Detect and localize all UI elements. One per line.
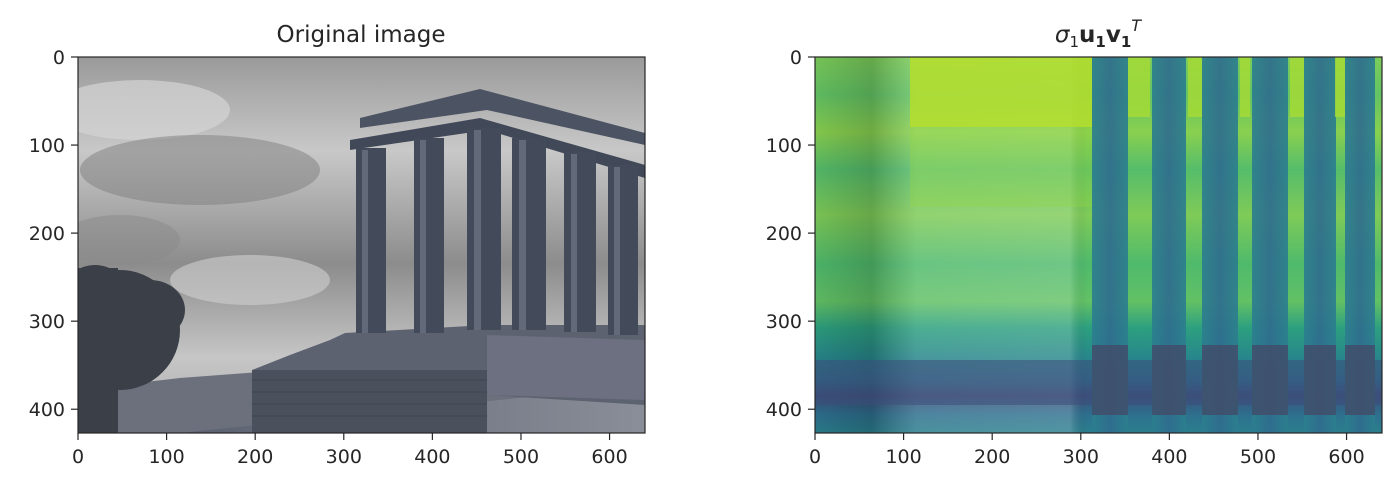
right-x-tick-label: 300 — [1063, 446, 1099, 468]
left-y-tick-label: 0 — [53, 47, 65, 69]
left-y-tick-label: 300 — [29, 311, 65, 333]
heatmap-dark-column-base — [1202, 345, 1238, 415]
original-image-panel: Original image — [29, 22, 646, 468]
right-x-tick-label: 600 — [1328, 446, 1364, 468]
right-panel-frame — [814, 56, 1383, 434]
right-axis-ticks — [808, 56, 1348, 440]
right-y-tick-label: 200 — [766, 223, 802, 245]
left-x-tick-label: 0 — [72, 446, 84, 468]
left-y-tick-label: 100 — [29, 135, 65, 157]
heatmap-image — [815, 57, 1382, 433]
left-y-tick-label: 400 — [29, 399, 65, 421]
heatmap-dark-column-base — [1092, 345, 1128, 415]
heatmap-dark-column-base — [1345, 345, 1375, 415]
heatmap-dark-column-base — [1252, 345, 1288, 415]
right-x-tick-label: 400 — [1151, 446, 1187, 468]
left-x-tick-label: 100 — [148, 446, 184, 468]
right-y-tick-label: 100 — [766, 135, 802, 157]
heatmap-dark-column-base — [1304, 345, 1336, 415]
left-y-tick-label: 200 — [29, 223, 65, 245]
left-axis-tick-labels: 0 100 200 300 400 500 600 0 100 200 300 400 — [29, 47, 628, 468]
left-x-tick-label: 300 — [326, 446, 362, 468]
original-image — [78, 57, 645, 433]
left-x-tick-label: 600 — [591, 446, 627, 468]
left-axis-ticks — [71, 56, 611, 440]
left-x-tick-label: 500 — [503, 446, 539, 468]
heatmap-dark-column-base — [1152, 345, 1186, 415]
left-x-tick-label: 400 — [414, 446, 450, 468]
left-x-tick-label: 200 — [237, 446, 273, 468]
right-y-tick-label: 400 — [766, 399, 802, 421]
left-panel-title: Original image — [277, 22, 446, 48]
right-panel-title: σ1u1v1T — [1055, 16, 1142, 51]
right-x-tick-label: 0 — [809, 446, 821, 468]
right-x-tick-label: 200 — [974, 446, 1010, 468]
right-x-tick-label: 500 — [1240, 446, 1276, 468]
right-y-tick-label: 0 — [790, 47, 802, 69]
right-y-tick-label: 300 — [766, 311, 802, 333]
right-axis-tick-labels: 0 100 200 300 400 500 600 0 100 200 300 400 — [766, 47, 1365, 468]
left-panel-frame — [77, 56, 646, 434]
right-x-tick-label: 100 — [885, 446, 921, 468]
